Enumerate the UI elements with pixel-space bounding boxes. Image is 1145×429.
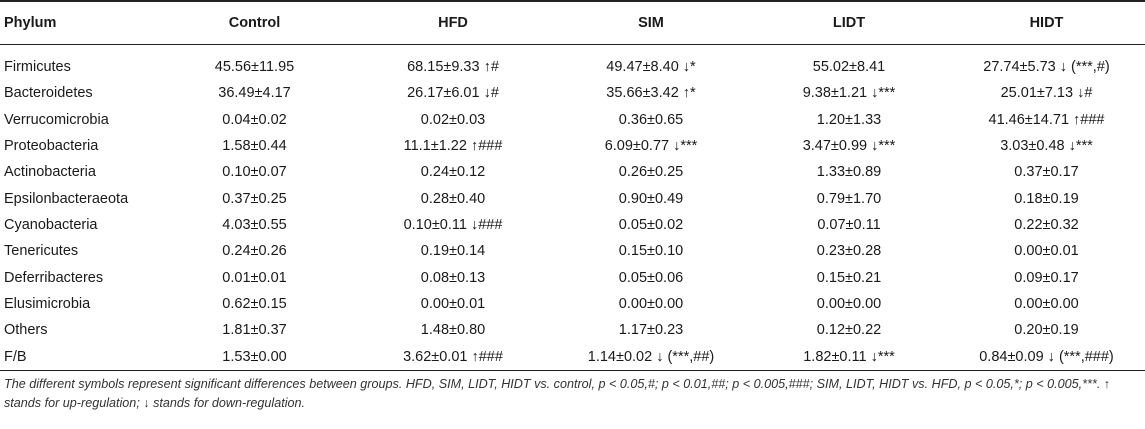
cell-sim: 0.05±0.02: [618, 216, 684, 233]
cell-hfd: 0.02±0.03: [420, 111, 486, 128]
cell-phylum: Tenericutes: [4, 243, 79, 260]
cell-hfd: 1.48±0.80: [420, 322, 486, 339]
cell-lidt: 0.12±0.22: [816, 322, 882, 339]
cell-control: 1.58±0.44: [222, 138, 287, 155]
table-row: F/B 1.53±0.00 3.62±0.01 ↑### 1.14±0.02 ↓ (*…: [0, 343, 1145, 372]
cell-control: 0.04±0.02: [222, 111, 287, 128]
cell-lidt: 55.02±8.41: [812, 59, 886, 76]
table-row: Elusimicrobia 0.62±0.15 0.00±0.01 0.00±0.00…: [0, 291, 1145, 317]
cell-control: 36.49±4.17: [218, 85, 291, 102]
cell-sim: 0.00±0.00: [618, 295, 684, 312]
cell-hidt: 0.84±0.09 ↓ (***,###): [948, 343, 1145, 372]
cell-lidt: 0.00±0.00: [816, 295, 882, 312]
table-row: Tenericutes 0.24±0.26 0.19±0.14 0.15±0.10 0.…: [0, 238, 1145, 264]
cell-hidt: 0.18±0.19: [1014, 190, 1079, 207]
cell-lidt: 1.20±1.33: [816, 111, 882, 128]
cell-hfd: 0.19±0.14: [420, 243, 486, 260]
cell-control: 0.62±0.15: [222, 295, 287, 312]
cell-hfd: 0.08±0.13: [420, 269, 486, 286]
table-row: Actinobacteria 0.10±0.07 0.24±0.12 0.26±0.2…: [0, 159, 1145, 185]
cell-control: 0.24±0.26: [222, 243, 287, 260]
cell-hfd: 0.00±0.01: [420, 295, 486, 312]
cell-lidt: 0.15±0.21: [816, 269, 882, 286]
cell-sim: 0.90±0.49: [618, 190, 684, 207]
cell-phylum: Verrucomicrobia: [4, 111, 109, 128]
cell-lidt: 9.38±1.21 ↓***: [802, 85, 896, 102]
cell-sim: 0.26±0.25: [618, 164, 684, 181]
table-row: Verrucomicrobia 0.04±0.02 0.02±0.03 0.36±0.…: [0, 107, 1145, 133]
header-phylum: Phylum: [0, 2, 155, 45]
cell-hidt: 0.00±0.00: [1014, 295, 1079, 312]
header-hfd: HFD: [354, 2, 552, 45]
cell-sim: 6.09±0.77 ↓***: [604, 138, 698, 155]
cell-sim: 35.66±3.42 ↑*: [606, 85, 696, 102]
phylum-table: Phylum Control HFD SIM LIDT HIDT Firmicu…: [0, 2, 1145, 372]
cell-control: 45.56±11.95: [214, 59, 295, 76]
cell-hidt: 0.22±0.32: [1014, 216, 1079, 233]
table-row: Proteobacteria 1.58±0.44 11.1±1.22 ↑### 6.0…: [0, 133, 1145, 159]
table-row: Firmicutes 45.56±11.95 68.15±9.33 ↑# 49.47±…: [0, 54, 1145, 80]
cell-hfd: 68.15±9.33 ↑#: [407, 59, 499, 76]
table-footnote: The different symbols represent signific…: [4, 377, 1111, 410]
cell-phylum: Others: [4, 322, 48, 339]
cell-hidt: 0.20±0.19: [1014, 322, 1079, 339]
cell-control: 0.10±0.07: [222, 164, 287, 181]
cell-control: 0.37±0.25: [222, 190, 287, 207]
cell-sim: 1.14±0.02 ↓ (***,##): [552, 343, 750, 372]
cell-control: 1.81±0.37: [222, 322, 287, 339]
cell-phylum: Bacteroidetes: [4, 85, 93, 102]
table-row: Others 1.81±0.37 1.48±0.80 1.17±0.23 0.12±0.…: [0, 317, 1145, 343]
header-hidt: HIDT: [948, 2, 1145, 45]
cell-lidt: 3.47±0.99 ↓***: [802, 138, 896, 155]
cell-lidt: 0.79±1.70: [816, 190, 882, 207]
cell-lidt: 1.82±0.11 ↓***: [750, 343, 948, 372]
cell-sim: 0.05±0.06: [618, 269, 684, 286]
header-control: Control: [155, 2, 354, 45]
cell-sim: 0.15±0.10: [618, 243, 684, 260]
cell-control: 1.53±0.00: [155, 343, 354, 372]
cell-sim: 0.36±0.65: [618, 111, 684, 128]
header-row: Phylum Control HFD SIM LIDT HIDT: [0, 2, 1145, 45]
cell-hfd: 0.10±0.11 ↓###: [403, 216, 503, 233]
cell-hfd: 26.17±6.01 ↓#: [407, 85, 499, 102]
cell-hfd: 3.62±0.01 ↑###: [354, 343, 552, 372]
cell-lidt: 0.23±0.28: [816, 243, 882, 260]
cell-hidt: 0.00±0.01: [1014, 243, 1079, 260]
header-lidt: LIDT: [750, 2, 948, 45]
spacer-row: [0, 45, 1145, 55]
header-sim: SIM: [552, 2, 750, 45]
table-body: Firmicutes 45.56±11.95 68.15±9.33 ↑# 49.47±…: [0, 45, 1145, 372]
table-row: Cyanobacteria 4.03±0.55 0.10±0.11 ↓### 0.05…: [0, 212, 1145, 238]
cell-hidt: 25.01±7.13 ↓#: [1000, 85, 1093, 102]
cell-lidt: 0.07±0.11: [817, 216, 881, 233]
cell-phylum: Epsilonbacteraeota: [4, 190, 129, 207]
cell-hidt: 41.46±14.71 ↑###: [988, 111, 1105, 128]
top-rule: [0, 0, 1145, 2]
table-row: Bacteroidetes 36.49±4.17 26.17±6.01 ↓# 35.6…: [0, 80, 1145, 106]
cell-hidt: 27.74±5.73 ↓ (***,#): [983, 59, 1110, 76]
cell-phylum: F/B: [0, 343, 155, 372]
cell-hidt: 3.03±0.48 ↓***: [1000, 138, 1093, 155]
cell-sim: 49.47±8.40 ↓*: [606, 59, 696, 76]
cell-phylum: Proteobacteria: [4, 138, 99, 155]
cell-hfd: 11.1±1.22 ↑###: [403, 138, 503, 155]
cell-control: 4.03±0.55: [222, 216, 287, 233]
cell-sim: 1.17±0.23: [618, 322, 684, 339]
cell-hfd: 0.24±0.12: [420, 164, 486, 181]
cell-hidt: 0.37±0.17: [1014, 164, 1079, 181]
table-row: Epsilonbacteraeota 0.37±0.25 0.28±0.40 0.90…: [0, 185, 1145, 211]
cell-phylum: Firmicutes: [4, 59, 71, 76]
cell-phylum: Elusimicrobia: [4, 295, 91, 312]
table-row: Deferribacteres 0.01±0.01 0.08±0.13 0.05±0.…: [0, 264, 1145, 290]
cell-phylum: Cyanobacteria: [4, 216, 98, 233]
cell-hfd: 0.28±0.40: [420, 190, 486, 207]
cell-hidt: 0.09±0.17: [1014, 269, 1079, 286]
cell-phylum: Actinobacteria: [4, 164, 96, 181]
cell-control: 0.01±0.01: [222, 269, 287, 286]
cell-lidt: 1.33±0.89: [816, 164, 882, 181]
cell-phylum: Deferribacteres: [4, 269, 104, 286]
